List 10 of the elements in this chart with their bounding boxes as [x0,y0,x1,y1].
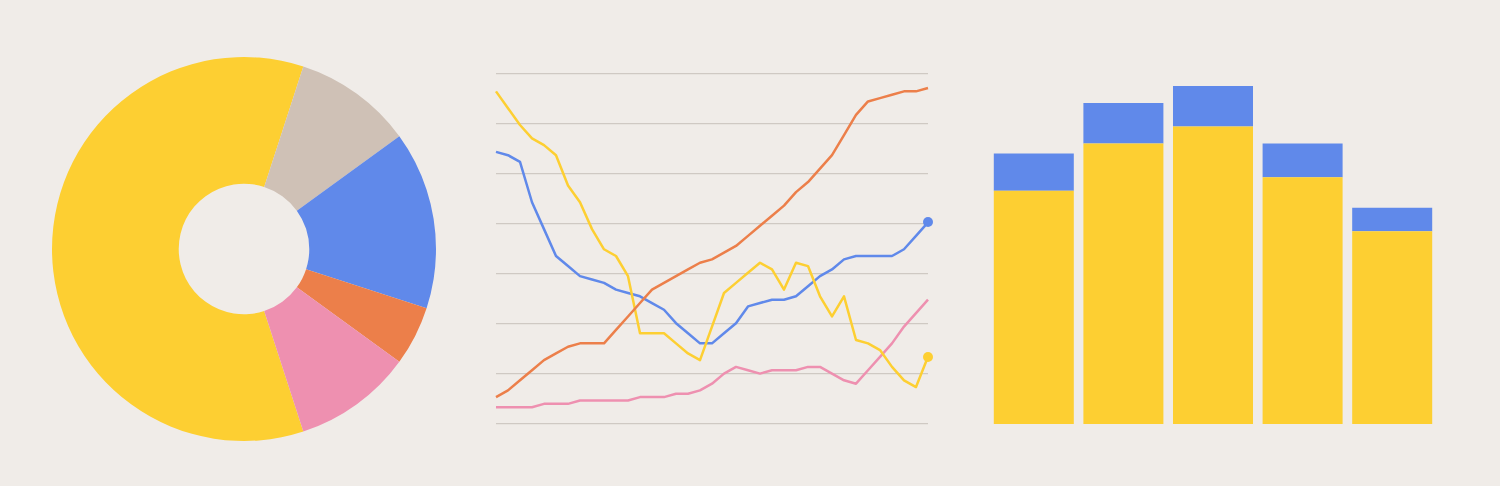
bar [1262,177,1343,424]
bar [993,190,1074,424]
bar [1262,143,1343,178]
bar [1172,86,1254,127]
bar [1172,126,1254,424]
bar [1083,102,1164,144]
bar [1083,143,1164,424]
bar [1352,231,1433,424]
bar [993,153,1074,191]
bar [1352,207,1433,232]
